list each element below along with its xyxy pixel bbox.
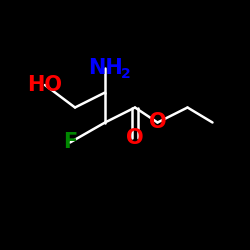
Text: HO: HO <box>28 75 62 95</box>
Text: F: F <box>63 132 77 152</box>
Text: O: O <box>149 112 166 132</box>
Text: O: O <box>126 128 144 148</box>
Text: NH: NH <box>88 58 122 78</box>
Text: 2: 2 <box>122 67 131 81</box>
